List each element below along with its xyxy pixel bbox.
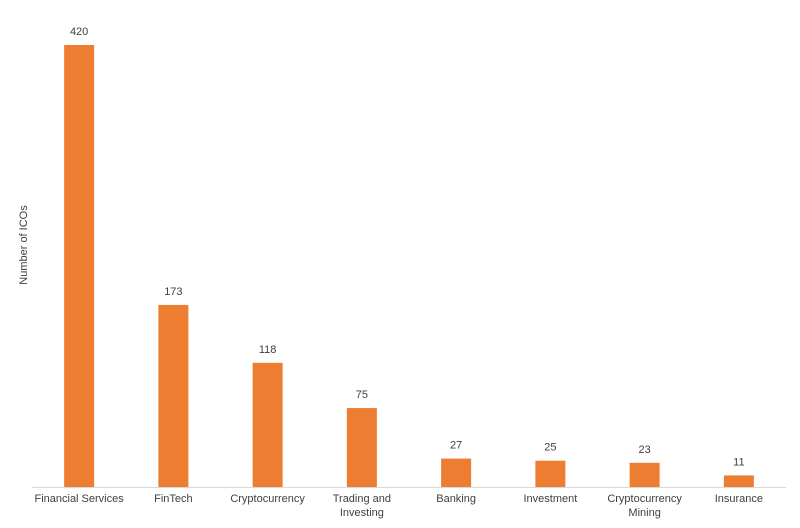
bar	[723, 475, 754, 487]
bar	[535, 460, 566, 487]
x-tick-label: Investment	[523, 493, 578, 505]
x-tick-label: Banking	[436, 493, 476, 505]
value-label: 420	[70, 26, 88, 38]
x-tick-label: FinTech	[154, 493, 193, 505]
bar	[346, 408, 377, 487]
x-tick-label: Financial Services	[34, 493, 124, 505]
value-label: 118	[259, 344, 277, 356]
value-label: 75	[356, 389, 368, 401]
x-tick-label: Cryptocurrency Mining	[607, 493, 682, 519]
bar	[252, 362, 283, 487]
bar	[441, 458, 472, 487]
value-label: 25	[544, 442, 556, 454]
value-label: 23	[639, 444, 651, 456]
x-tick-label: Trading and Investing	[332, 493, 392, 519]
bar	[64, 45, 95, 487]
value-label: 11	[733, 456, 744, 468]
bar	[158, 304, 189, 487]
x-tick-label: Cryptocurrency	[230, 493, 305, 505]
value-label: 27	[450, 440, 462, 452]
x-tick-label: Insurance	[714, 493, 764, 505]
value-label: 173	[164, 286, 182, 298]
bar	[629, 462, 660, 487]
y-axis-label: Number of ICOs	[18, 205, 30, 285]
